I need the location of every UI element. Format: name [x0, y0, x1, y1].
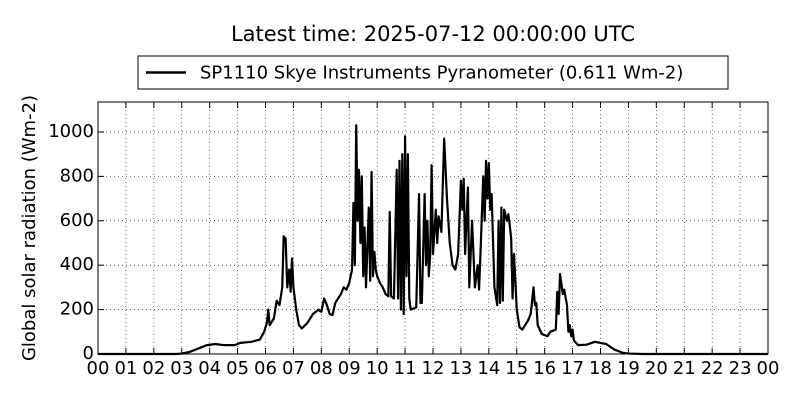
x-tick-label: 12 [422, 358, 445, 379]
x-tick-label: 04 [198, 358, 221, 379]
x-tick-label: 17 [561, 358, 584, 379]
y-tick-label: 800 [60, 165, 94, 186]
x-tick-label: 22 [701, 358, 724, 379]
x-tick-label: 10 [366, 358, 389, 379]
plot-frame [97, 101, 769, 355]
x-tick-label: 09 [338, 358, 361, 379]
x-tick-label: 05 [226, 358, 249, 379]
x-tick-label: 15 [505, 358, 528, 379]
x-tick-label: 00 [87, 358, 110, 379]
y-tick-label: 600 [60, 210, 94, 231]
x-tick-label: 11 [394, 358, 417, 379]
x-tick-label: 19 [617, 358, 640, 379]
x-tick-label: 03 [170, 358, 193, 379]
y-tick-label: 1000 [48, 121, 94, 142]
y-tick-label: 400 [60, 254, 94, 275]
y-axis-label: Global solar radiation (Wm-2) [19, 95, 40, 361]
y-tick-label: 200 [60, 299, 94, 320]
x-tick-label: 21 [673, 358, 696, 379]
chart-title: Latest time: 2025-07-12 00:00:00 UTC [231, 22, 635, 46]
x-tick-label: 20 [645, 358, 668, 379]
legend-label: SP1110 Skye Instruments Pyranometer (0.6… [200, 63, 683, 84]
x-tick-label: 14 [477, 358, 500, 379]
x-tick-label: 18 [589, 358, 612, 379]
x-tick-label: 08 [310, 358, 333, 379]
x-tick-label: 23 [729, 358, 752, 379]
x-tick-label: 16 [533, 358, 556, 379]
legend-box [137, 55, 729, 90]
x-tick-label: 02 [142, 358, 165, 379]
x-tick-label: 07 [282, 358, 305, 379]
x-tick-label: 01 [114, 358, 137, 379]
x-tick-label: 00 [757, 358, 780, 379]
x-tick-label: 06 [254, 358, 277, 379]
data-line [98, 124, 768, 356]
y-tick-label: 0 [83, 343, 94, 364]
x-tick-label: 13 [449, 358, 472, 379]
